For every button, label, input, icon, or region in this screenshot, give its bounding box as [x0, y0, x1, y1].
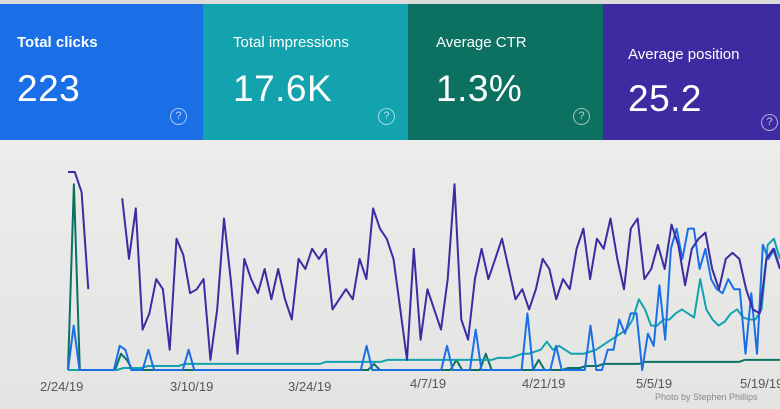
- x-tick-label: 3/24/19: [288, 379, 331, 394]
- metric-value: 25.2: [628, 78, 703, 119]
- help-circle-icon[interactable]: ?: [378, 108, 395, 125]
- chart-svg: 2/24/19 3/10/19 3/24/19 4/7/19 4/21/19 5/5/19…: [40, 171, 780, 394]
- x-tick-label: 3/10/19: [170, 379, 213, 394]
- x-tick-label: 4/7/19: [410, 376, 446, 391]
- series-line-average-position: [121, 183, 780, 361]
- metric-card-total-clicks[interactable]: Total clicks 223 ?: [0, 4, 203, 140]
- x-tick-label: 2/24/19: [40, 379, 83, 394]
- x-tick-label: 5/19/19: [740, 376, 780, 391]
- metric-card-average-ctr[interactable]: Average CTR 1.3% ?: [408, 4, 603, 140]
- photo-credit: Photo by Stephen Phillips: [655, 392, 758, 402]
- metric-value: 17.6K: [233, 68, 333, 109]
- metric-value: 1.3%: [436, 68, 523, 109]
- help-circle-icon[interactable]: ?: [761, 114, 778, 131]
- metric-label: Average position: [628, 46, 740, 63]
- metric-label: Average CTR: [436, 34, 527, 51]
- metric-card-average-position[interactable]: Average position 25.2 ?: [603, 4, 780, 140]
- metric-cards: Total clicks 223 ? Total impressions 17.…: [0, 4, 780, 140]
- metric-label: Total impressions: [233, 34, 349, 51]
- series-line-total-clicks: [67, 227, 780, 371]
- performance-chart: 2/24/19 3/10/19 3/24/19 4/7/19 4/21/19 5/5/19…: [0, 140, 780, 409]
- x-tick-label: 5/5/19: [636, 376, 672, 391]
- x-axis-ticks: 2/24/19 3/10/19 3/24/19 4/7/19 4/21/19 5/5/19…: [40, 376, 780, 394]
- series-lines: [67, 171, 780, 371]
- metric-label: Total clicks: [17, 34, 98, 51]
- help-circle-icon[interactable]: ?: [170, 108, 187, 125]
- series-line-total-impressions: [68, 237, 780, 371]
- x-tick-label: 4/21/19: [522, 376, 565, 391]
- metric-value: 223: [17, 68, 81, 109]
- series-line-average-position: [68, 171, 90, 290]
- help-circle-icon[interactable]: ?: [573, 108, 590, 125]
- metric-card-total-impressions[interactable]: Total impressions 17.6K ?: [203, 4, 408, 140]
